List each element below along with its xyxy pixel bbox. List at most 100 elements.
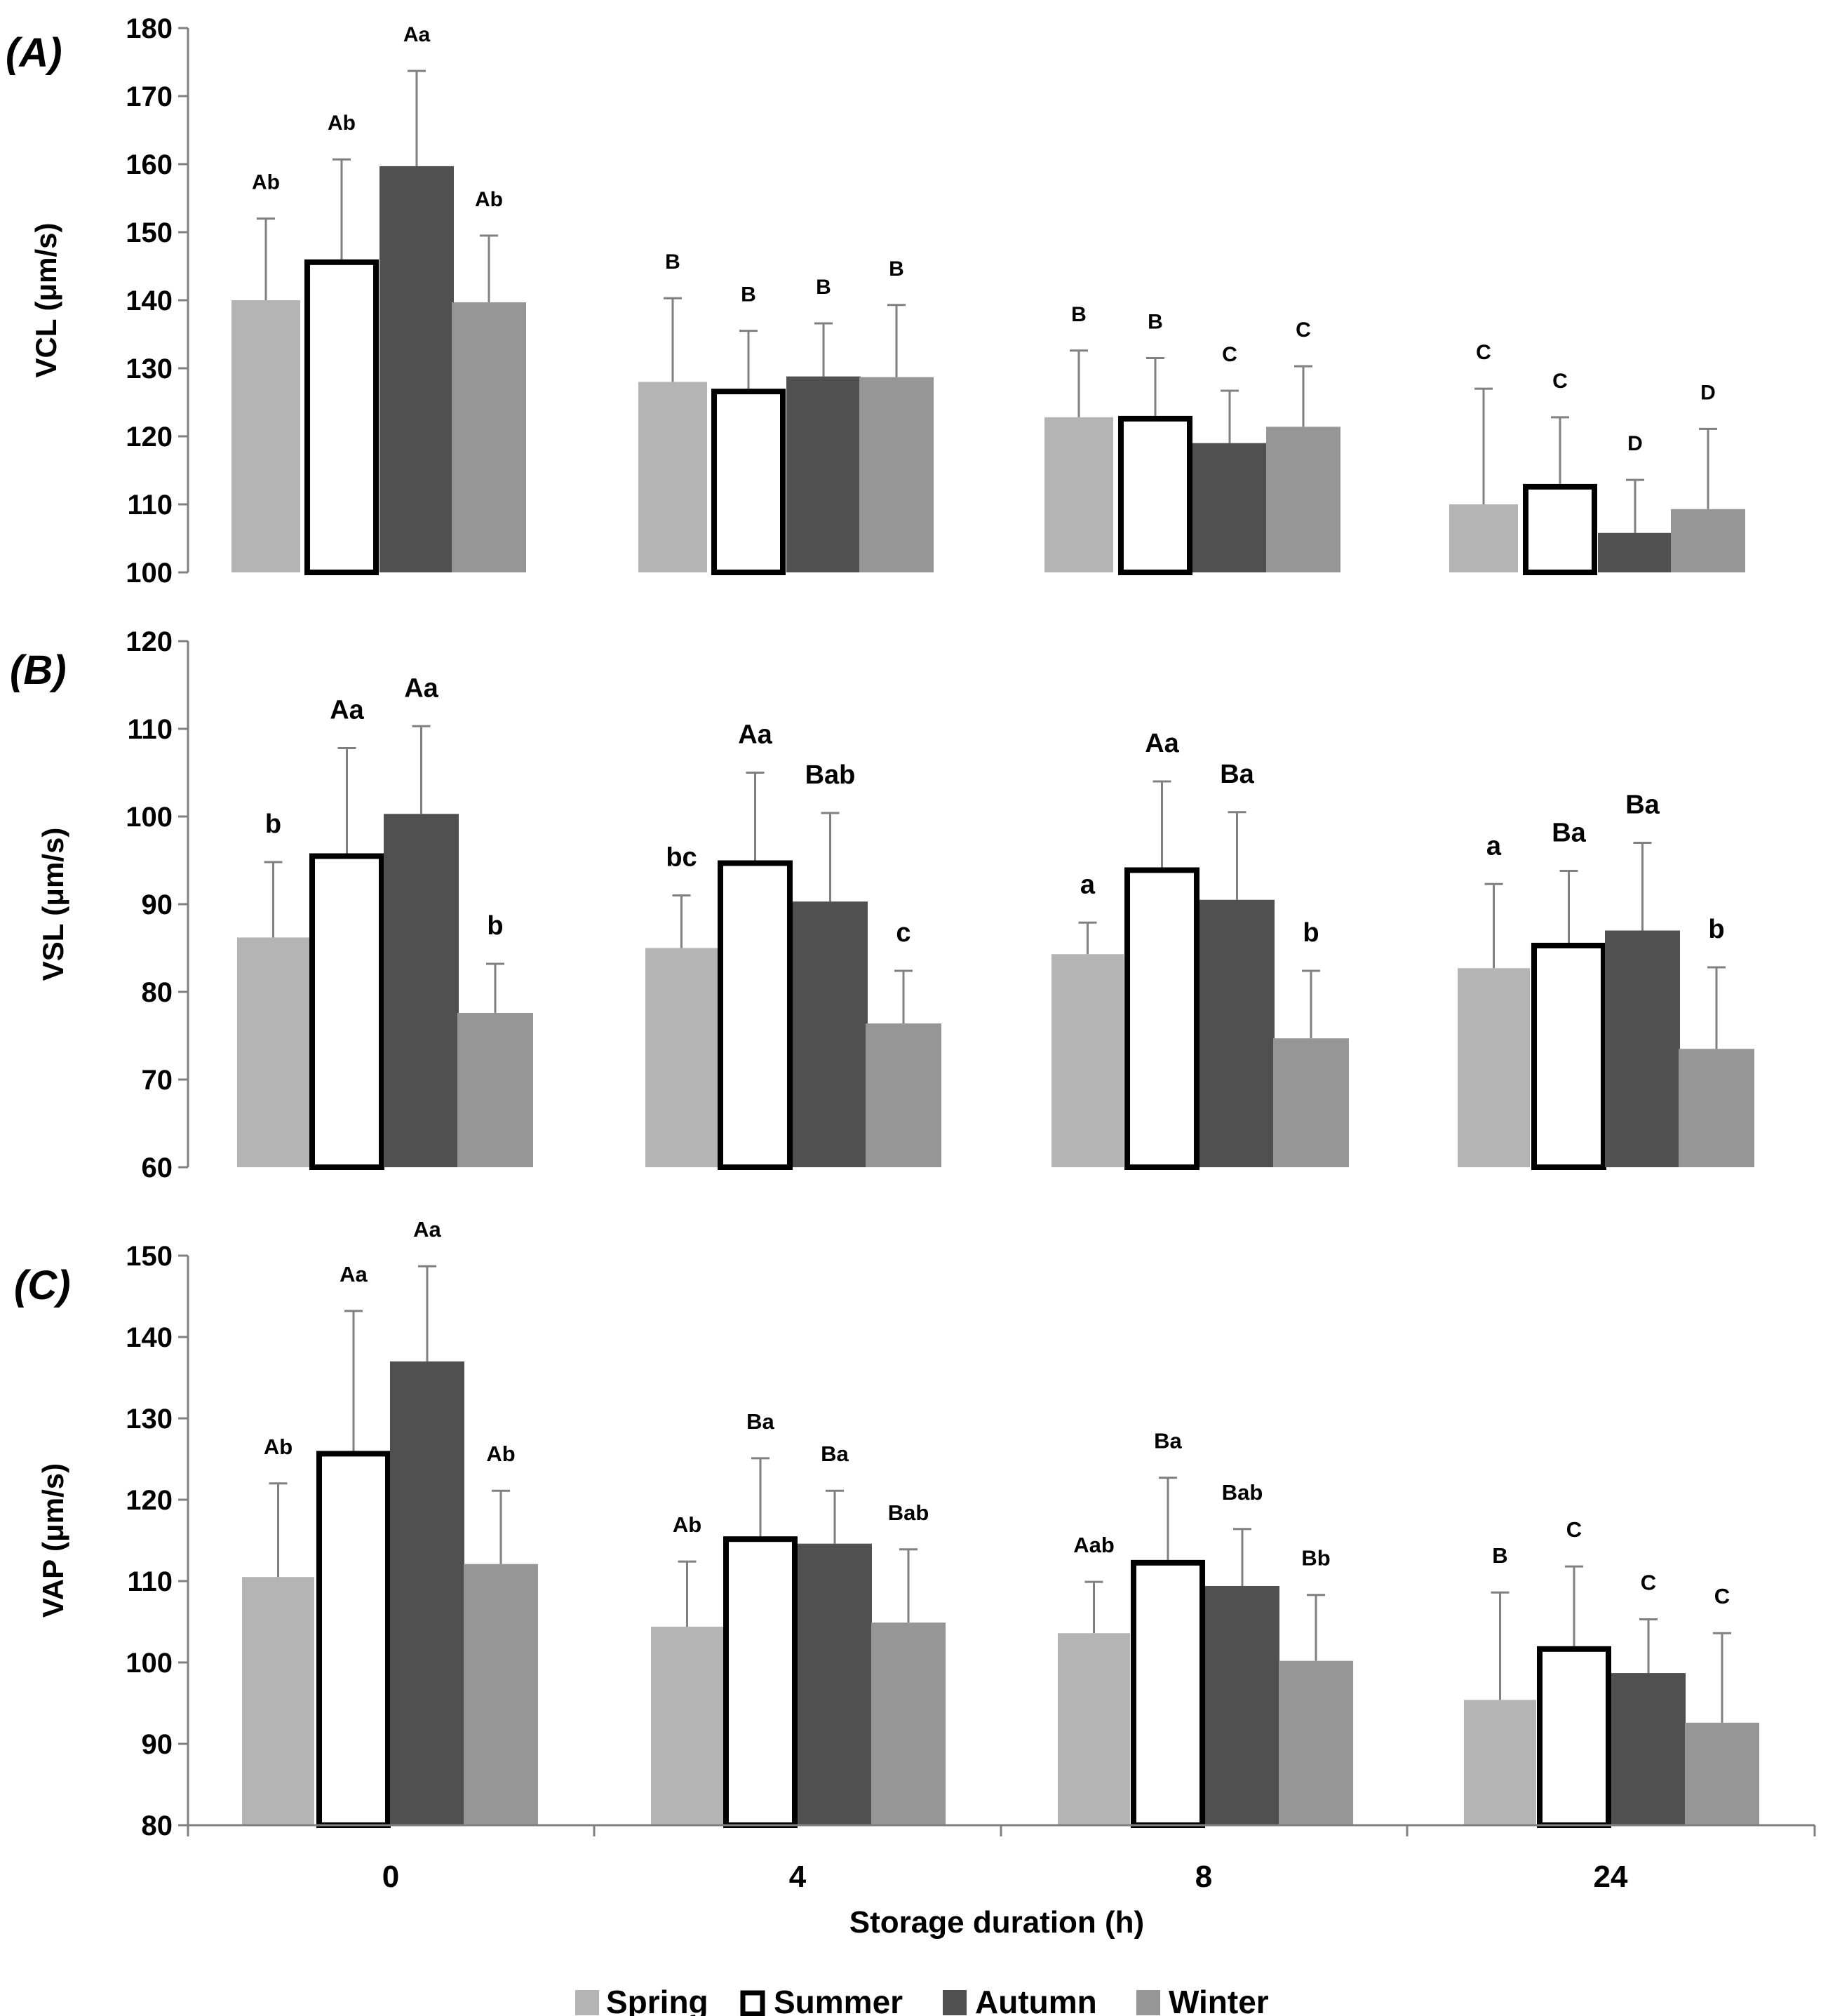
- significance-label: Aa: [738, 720, 772, 750]
- y-tick-label: 80: [142, 977, 173, 1008]
- panel-label: (A): [6, 30, 62, 76]
- bar-winter: [859, 377, 934, 572]
- significance-label: C: [1222, 343, 1237, 366]
- bar-autumn: [384, 814, 459, 1167]
- bar-spring: [651, 1626, 723, 1825]
- panel-a: (A) VCL (μm/s) 100 110 120 130 140 150 160 170 180…: [6, 13, 1745, 589]
- bar-spring: [638, 382, 707, 572]
- bar-spring: [1449, 504, 1518, 572]
- significance-label: Ab: [328, 112, 356, 135]
- legend-label-spring: Spring: [606, 1984, 708, 2016]
- y-axis-title: VCL (μm/s): [29, 223, 62, 378]
- significance-label: Aa: [330, 696, 364, 725]
- y-tick-label: 100: [126, 1648, 173, 1679]
- significance-label: b: [487, 911, 503, 941]
- legend-swatch-autumn: [943, 1990, 967, 2015]
- x-category-label: 8: [1195, 1860, 1212, 1894]
- significance-label: Bab: [888, 1500, 929, 1525]
- significance-label: Ab: [252, 171, 280, 194]
- x-category-label: 4: [789, 1860, 807, 1894]
- significance-label: B: [889, 257, 904, 281]
- bar-spring: [231, 300, 300, 572]
- y-tick-label: 90: [142, 889, 173, 920]
- significance-label: Bab: [1222, 1480, 1263, 1505]
- bar-autumn: [1205, 1585, 1279, 1825]
- bar-summer: [1118, 415, 1192, 576]
- y-axis-title: VAP (μm/s): [36, 1463, 69, 1618]
- bar-winter: [871, 1622, 946, 1825]
- significance-label: D: [1627, 432, 1643, 455]
- y-axis-title: VSL (μm/s): [36, 828, 69, 981]
- significance-label: Ba: [1625, 791, 1660, 820]
- bar-autumn: [1605, 930, 1680, 1167]
- significance-label: Aa: [1145, 729, 1179, 758]
- legend-label-winter: Winter: [1169, 1984, 1269, 2016]
- bar-spring: [237, 937, 309, 1167]
- x-category-label: 24: [1594, 1860, 1628, 1894]
- bar-winter: [1279, 1660, 1353, 1825]
- bar-winter: [1679, 1049, 1754, 1167]
- significance-label: b: [265, 809, 281, 839]
- significance-label: B: [1071, 303, 1087, 326]
- bar-autumn: [1192, 443, 1267, 572]
- significance-label: B: [665, 250, 680, 274]
- legend-swatch-spring: [575, 1990, 599, 2015]
- bar-autumn: [793, 901, 868, 1167]
- significance-label: D: [1700, 381, 1716, 404]
- bar-winter: [457, 1013, 533, 1167]
- significance-label: Aab: [1073, 1533, 1115, 1557]
- legend-label-summer: Summer: [774, 1984, 903, 2016]
- bar-spring: [242, 1577, 314, 1825]
- significance-label: bc: [666, 843, 697, 873]
- bar-autumn: [786, 376, 861, 572]
- significance-label: Aa: [404, 673, 438, 703]
- bar-autumn: [379, 166, 454, 572]
- significance-label: c: [896, 918, 910, 948]
- panel-label: (C): [14, 1263, 71, 1308]
- y-tick-label: 150: [126, 1241, 173, 1272]
- bar-spring: [1458, 968, 1530, 1167]
- significance-label: B: [1148, 310, 1163, 333]
- bar-summer: [718, 860, 793, 1170]
- significance-label: Ab: [673, 1512, 701, 1537]
- significance-label: Ab: [486, 1442, 515, 1466]
- bar-summer: [711, 389, 786, 575]
- y-tick-label: 100: [126, 558, 173, 589]
- bar-summer: [1124, 867, 1199, 1170]
- bar-autumn: [1598, 532, 1672, 572]
- significance-label: a: [1080, 870, 1096, 899]
- significance-label: Aa: [403, 23, 431, 46]
- legend-swatch-summer: [740, 1990, 765, 2016]
- bar-winter: [452, 302, 526, 572]
- significance-label: a: [1486, 831, 1502, 861]
- y-tick-label: 150: [126, 217, 173, 248]
- significance-label: B: [816, 276, 831, 299]
- y-tick-label: 110: [127, 714, 173, 745]
- significance-label: Aa: [413, 1217, 441, 1242]
- bar-autumn: [1611, 1673, 1686, 1825]
- bar-summer: [1131, 1559, 1205, 1829]
- y-tick-label: 70: [142, 1065, 173, 1096]
- significance-label: C: [1296, 318, 1311, 342]
- bar-summer: [304, 259, 379, 575]
- y-tick-label: 80: [142, 1810, 173, 1841]
- panel-label: (B): [10, 647, 67, 693]
- significance-label: C: [1714, 1584, 1730, 1608]
- significance-label: Ba: [746, 1409, 774, 1434]
- y-tick-label: 140: [126, 1322, 173, 1353]
- bar-summer: [723, 1536, 798, 1828]
- bar-summer: [1523, 483, 1597, 576]
- bar-winter: [464, 1564, 538, 1825]
- y-tick-label: 130: [126, 354, 173, 384]
- bar-winter: [1671, 509, 1745, 572]
- significance-label: Ba: [821, 1442, 849, 1466]
- y-tick-label: 140: [126, 285, 173, 316]
- significance-label: C: [1552, 370, 1568, 393]
- bar-spring: [645, 948, 718, 1167]
- significance-label: Ba: [1552, 819, 1586, 848]
- significance-label: Ab: [475, 188, 503, 211]
- bar-summer: [316, 1451, 391, 1828]
- y-tick-label: 60: [142, 1153, 173, 1183]
- bar-summer: [1531, 943, 1606, 1170]
